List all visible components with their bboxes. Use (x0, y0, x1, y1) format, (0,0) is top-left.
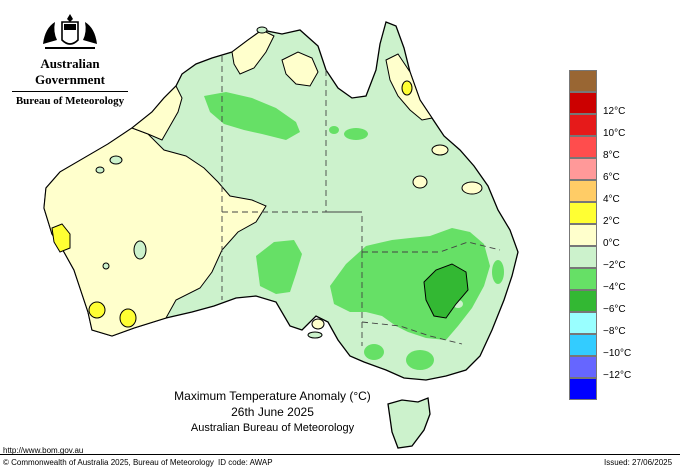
wa-green-island-1 (109, 155, 123, 165)
legend-swatch (569, 92, 597, 114)
qld-zero-spot-1 (412, 175, 428, 189)
legend-swatch (569, 378, 597, 400)
legend-label: 2°C (603, 216, 620, 227)
kimberley-zero-zone (231, 29, 275, 75)
state-borders (221, 56, 501, 346)
wa-yellow-2 (88, 301, 106, 319)
legend-swatch (569, 70, 597, 92)
legend-swatch (569, 356, 597, 378)
qld-zero-spot-2 (461, 181, 483, 195)
wa-yellow-3 (119, 308, 137, 328)
legend-swatch (569, 180, 597, 202)
legend-swatch (569, 114, 597, 136)
coat-of-arms-icon (43, 14, 97, 49)
legend-label: −4°C (603, 282, 626, 293)
legend-label: −6°C (603, 304, 626, 315)
qld-zero-spot-3 (431, 144, 449, 156)
bureau-title: Bureau of Meteorology (15, 95, 125, 107)
map-title: Maximum Temperature Anomaly (°C) 26th Ju… (100, 388, 445, 436)
wa-green-island-4 (102, 262, 110, 270)
footer-separator (0, 454, 680, 455)
legend-label: 10°C (603, 128, 626, 139)
legend-swatch (569, 224, 597, 246)
legend-label: 8°C (603, 150, 620, 161)
legend-label: −8°C (603, 326, 626, 337)
title-line-2: 26th June 2025 (231, 405, 314, 419)
legend-label: −12°C (603, 370, 632, 381)
nt-island (256, 26, 268, 34)
legend-swatch (569, 268, 597, 290)
vic-cool-spot (364, 344, 384, 360)
issued-text: Issued: 27/06/2025 (604, 458, 673, 467)
government-logo: Australian Government Bureau of Meteorol… (6, 10, 134, 107)
legend-label: −10°C (603, 348, 632, 359)
sa-cool-zone (256, 240, 302, 294)
arnhem-zero-zone (281, 51, 319, 87)
legend-swatch (569, 158, 597, 180)
yellow-cape-spot (401, 80, 413, 96)
wa-green-island-2 (95, 166, 105, 174)
sa-gulf-zero (311, 318, 325, 330)
legend-label: 6°C (603, 172, 620, 183)
kangaroo-island (307, 331, 323, 339)
copyright-text: © Commonwealth of Australia 2025, Bureau… (3, 458, 214, 467)
qld-coast-cool (492, 260, 504, 284)
vic-cool-spot-2 (406, 350, 434, 370)
bom-url-link[interactable]: http://www.bom.gov.au (3, 446, 84, 455)
government-title: Australian Government (34, 56, 106, 87)
tasmania (387, 397, 431, 449)
nsw-vic-border (361, 321, 463, 345)
legend-label: 4°C (603, 194, 620, 205)
legend-swatch (569, 290, 597, 312)
nt-cool-zone (204, 92, 300, 140)
legend-swatch (569, 312, 597, 334)
north-zero-zone (131, 85, 183, 141)
wa-green-island-3 (133, 240, 147, 260)
legend-swatch (569, 334, 597, 356)
legend-label: −2°C (603, 260, 626, 271)
title-line-1: Maximum Temperature Anomaly (°C) (174, 389, 371, 403)
nt-cool-spot-2 (329, 126, 339, 134)
legend-label: 12°C (603, 106, 626, 117)
wa-yellow-1 (51, 223, 71, 253)
qld-nsw-border (362, 241, 501, 253)
legend-swatch (569, 246, 597, 268)
legend-label: 0°C (603, 238, 620, 249)
title-line-3: Australian Bureau of Meteorology (190, 422, 355, 434)
legend-swatch (569, 202, 597, 224)
nsw-cold-zone (423, 263, 469, 319)
id-code-text: ID code: AWAP (218, 458, 273, 467)
logo-rule (12, 91, 128, 92)
sa-qld-border (326, 211, 363, 252)
legend-swatch (569, 136, 597, 158)
nt-cool-spot (344, 128, 368, 140)
